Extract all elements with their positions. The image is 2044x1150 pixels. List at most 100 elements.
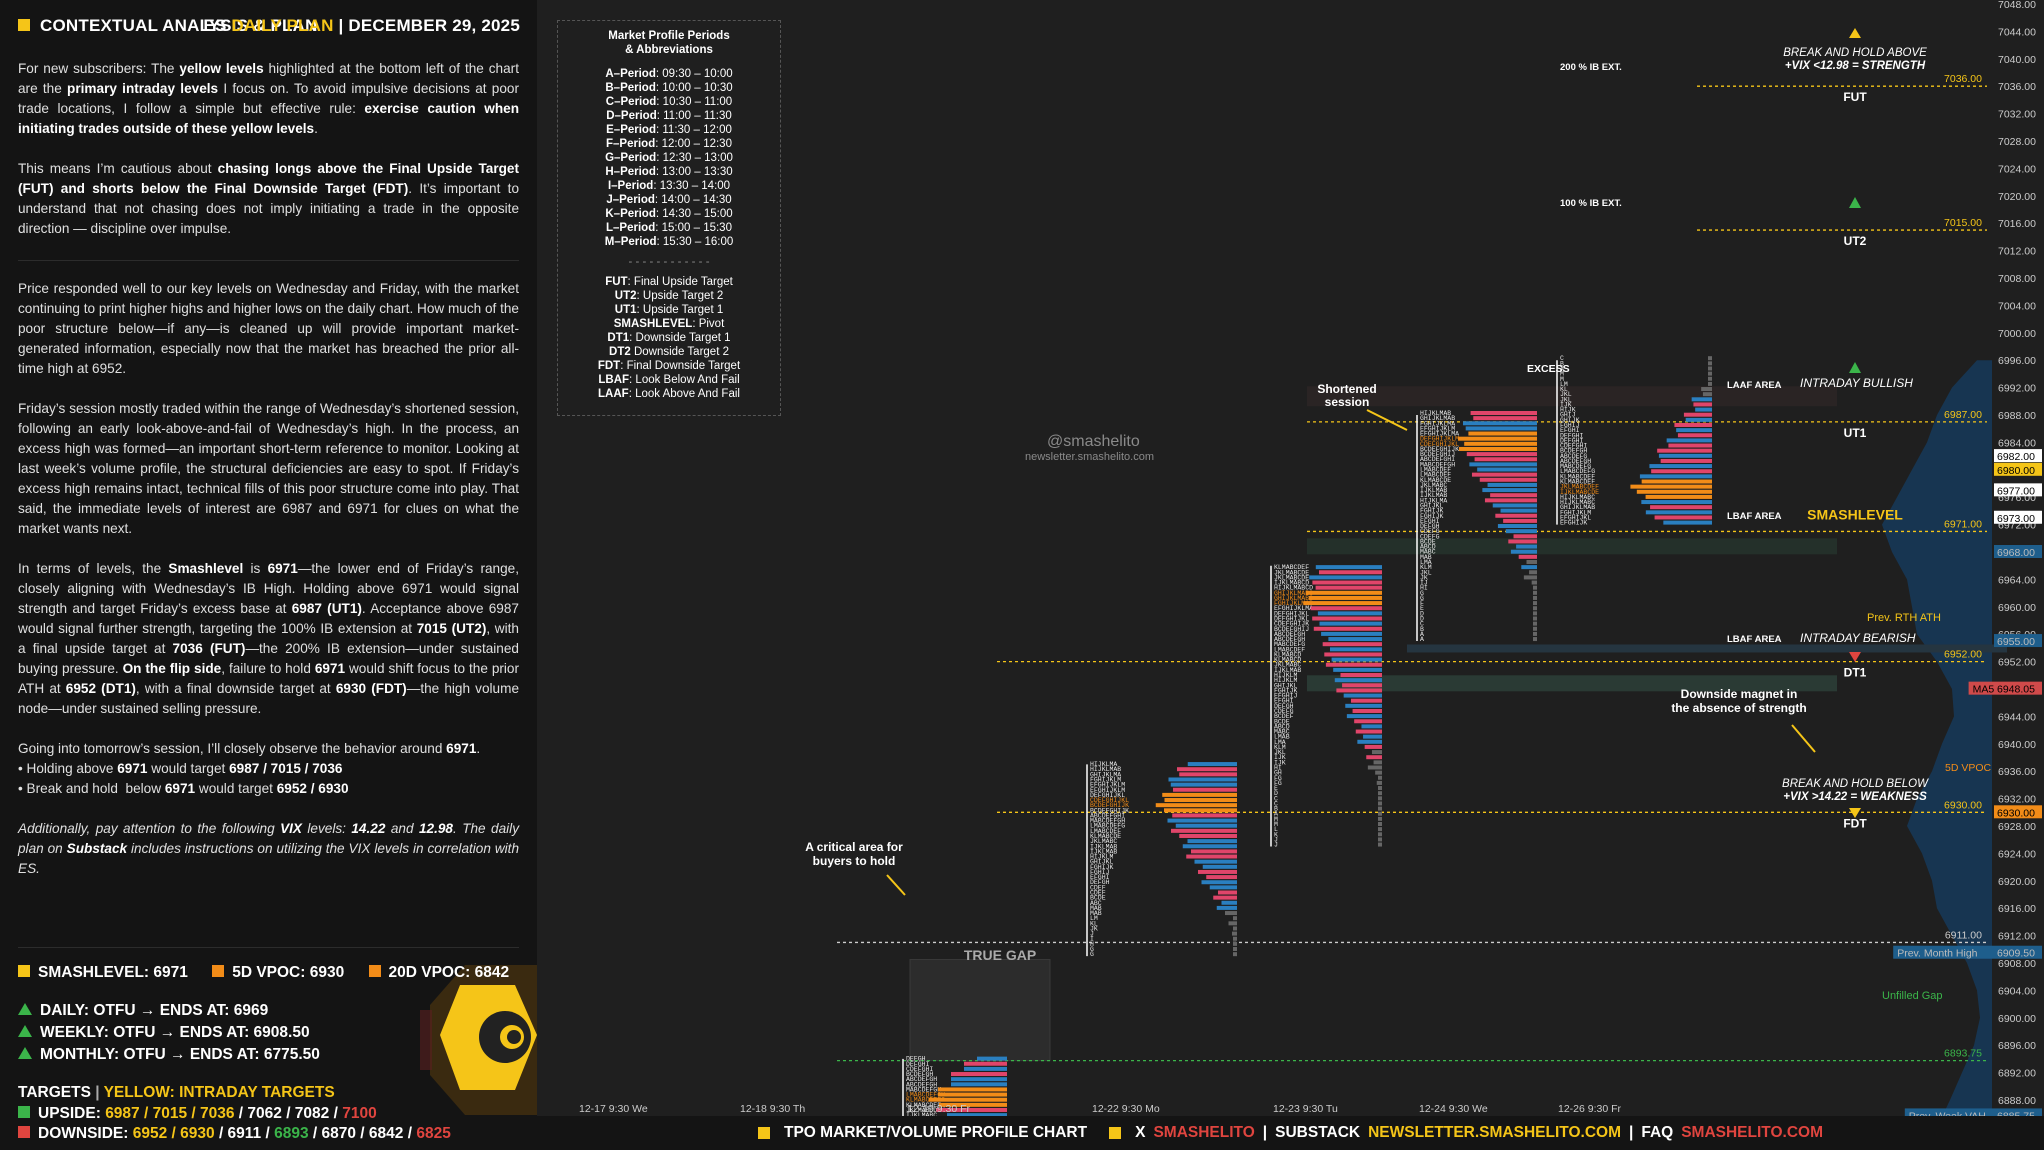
y-tick-label: 7024.00 xyxy=(1998,163,2036,175)
volume-bar xyxy=(1676,428,1712,433)
volume-bar xyxy=(1371,750,1382,755)
tpo-row: JKLMABCDE xyxy=(1274,574,1309,581)
paragraph-friday: Friday’s session mostly traded within th… xyxy=(18,401,519,536)
tpo-row: EFGHI xyxy=(1090,874,1110,881)
tpo-row: B xyxy=(1420,626,1424,633)
break-above-label: BREAK AND HOLD ABOVE xyxy=(1783,47,1927,59)
volume-bar xyxy=(951,1077,1007,1082)
tpo-row: MABCDEFGH xyxy=(906,1086,941,1093)
level-value-label: 6893.75 xyxy=(1944,1048,1982,1060)
tpo-row: EFGHIJKLM xyxy=(1420,425,1455,432)
price-tag xyxy=(1994,945,2042,959)
y-tick-label: 7012.00 xyxy=(1998,246,2036,258)
lbaf-label: LBAF AREA xyxy=(1727,511,1782,522)
legend-abbr-row: DT2 Downside Target 2 xyxy=(609,346,729,358)
y-tick-label: 7020.00 xyxy=(1998,191,2036,203)
tpo-row: E xyxy=(1420,605,1424,612)
tpo-row: DEFGH xyxy=(1090,879,1110,886)
volume-bar xyxy=(1315,565,1382,570)
volume-bar xyxy=(1378,786,1382,791)
plan-title: ES DAILY PLAN | DECEMBER 29, 2025 xyxy=(203,16,520,35)
volume-bar xyxy=(1378,801,1382,806)
volume-bar xyxy=(1657,448,1712,453)
faq-link[interactable]: SMASHELITO.COM xyxy=(1681,1124,1824,1141)
tpo-row: CDEFGHIJK xyxy=(1274,621,1309,628)
volume-bar xyxy=(1693,402,1712,407)
y-tick-label: 7044.00 xyxy=(1998,26,2036,38)
tpo-row: GHIJKL xyxy=(1274,682,1298,689)
y-tick-label: 6900.00 xyxy=(1998,1013,2036,1025)
tpo-row: KL xyxy=(1090,920,1098,927)
volume-bar xyxy=(1473,416,1537,421)
volume-bar xyxy=(1533,621,1537,626)
y-tick-label: 6896.00 xyxy=(1998,1040,2036,1052)
tpo-row: GH xyxy=(1274,770,1282,777)
price-tag xyxy=(1994,462,2042,476)
watermark-site: newsletter.smashelito.com xyxy=(1025,451,1154,463)
x-handle-link[interactable]: SMASHELITO xyxy=(1153,1124,1255,1141)
tpo-row: LMABCDEF xyxy=(1274,646,1305,653)
volume-bar xyxy=(1378,842,1382,847)
chart-canvas[interactable]: 7036.00 FUT 7015.00 UT2 6987.00 UT1 6971.00 SMA… xyxy=(537,0,2044,1116)
tpo-row: EFGHIJKL xyxy=(1560,514,1591,521)
volume-bar xyxy=(1182,844,1237,849)
volume-bar xyxy=(1376,780,1382,785)
tpo-row: CDEFG xyxy=(1274,708,1294,715)
tpo-row: IJKLMAB xyxy=(1274,667,1301,674)
tpo-row: GHIJKLMAB xyxy=(1560,504,1595,511)
tpo-row: FGHIJ xyxy=(1090,869,1110,876)
tpo-row: DEFGH xyxy=(906,1056,926,1063)
tpo-row: FGHIJK xyxy=(1090,864,1114,871)
y-tick-label: 6920.00 xyxy=(1998,876,2036,888)
tpo-row: BCDEFGH xyxy=(1560,448,1587,455)
true-gap-label: TRUE GAP xyxy=(964,947,1036,963)
session-profile: BCBCDCDEDEFGEFGHEFGHIFGHIJKGHIJKLHIJKLMA… xyxy=(902,1056,1007,1116)
unfilled-gap-label: Unfilled Gap xyxy=(1882,990,1943,1002)
legend-period-row: F–Period: 12:00 – 12:30 xyxy=(606,138,732,150)
tpo-row: DEFGHI xyxy=(1560,437,1584,444)
volume-bar xyxy=(1462,421,1537,426)
price-tag xyxy=(1994,634,2042,648)
price-tag-note: MA5 xyxy=(1973,684,1995,696)
red-square-icon xyxy=(18,1125,30,1138)
volume-bar xyxy=(1179,833,1237,838)
tpo-row: A xyxy=(1560,365,1564,372)
volume-bar xyxy=(964,1061,1007,1066)
volume-bar xyxy=(1225,911,1237,916)
volume-bar xyxy=(1518,554,1537,559)
volume-bar xyxy=(1221,900,1237,905)
down-triangle-icon xyxy=(1849,652,1861,662)
volume-bar xyxy=(951,1072,1007,1077)
volume-bar xyxy=(1533,611,1537,616)
tpo-row: GHIJKL xyxy=(1090,859,1114,866)
monthly-trend: MONTHLY: OTFU → ENDS AT: 6775.50 xyxy=(18,1046,320,1064)
x-tick-label: 12-19 9:30 Fr xyxy=(907,1103,971,1115)
tpo-row: LMABCDEF xyxy=(1420,472,1451,479)
volume-bar xyxy=(1378,827,1382,832)
yellow-square-icon xyxy=(18,18,30,31)
tpo-row: JKL xyxy=(1420,569,1432,576)
panel-header: CONTEXTUAL ANALYSIS & PLAN ES DAILY PLAN… xyxy=(18,16,520,40)
tpo-chart[interactable]: 7036.00 FUT 7015.00 UT2 6987.00 UT1 6971.00 SMA… xyxy=(537,0,2044,1150)
y-tick-label: 6888.00 xyxy=(1998,1095,2036,1107)
y-tick-label: 6964.00 xyxy=(1998,574,2036,586)
paragraph-subscribers: For new subscribers: The yellow levels h… xyxy=(18,61,519,136)
volume-bar xyxy=(1650,505,1712,510)
volume-bar xyxy=(1468,431,1537,436)
volume-bar xyxy=(1209,885,1237,890)
critical-area-label: buyers to hold xyxy=(813,854,896,868)
paragraph-levels: In terms of levels, the Smashlevel is 69… xyxy=(18,561,520,716)
legend-subtitle: & Abbreviations xyxy=(625,44,713,56)
tpo-row: JKL xyxy=(1560,391,1572,398)
tpo-row: L xyxy=(1274,826,1278,833)
tpo-row: E xyxy=(1274,785,1278,792)
substack-link[interactable]: NEWSLETTER.SMASHELITO.COM xyxy=(1368,1124,1621,1141)
volume-bar xyxy=(1378,811,1382,816)
volume-bar xyxy=(1350,698,1382,703)
volume-bar xyxy=(1233,947,1237,952)
paragraph-market: Price responded well to our key levels o… xyxy=(18,281,519,376)
tpo-row: LM xyxy=(1560,381,1568,388)
tpo-row: BCDEFGHIJK xyxy=(1090,807,1129,814)
price-tag-label: 6948.05 xyxy=(1997,684,2035,696)
tpo-row: DEFGHIJKL xyxy=(1274,610,1309,617)
